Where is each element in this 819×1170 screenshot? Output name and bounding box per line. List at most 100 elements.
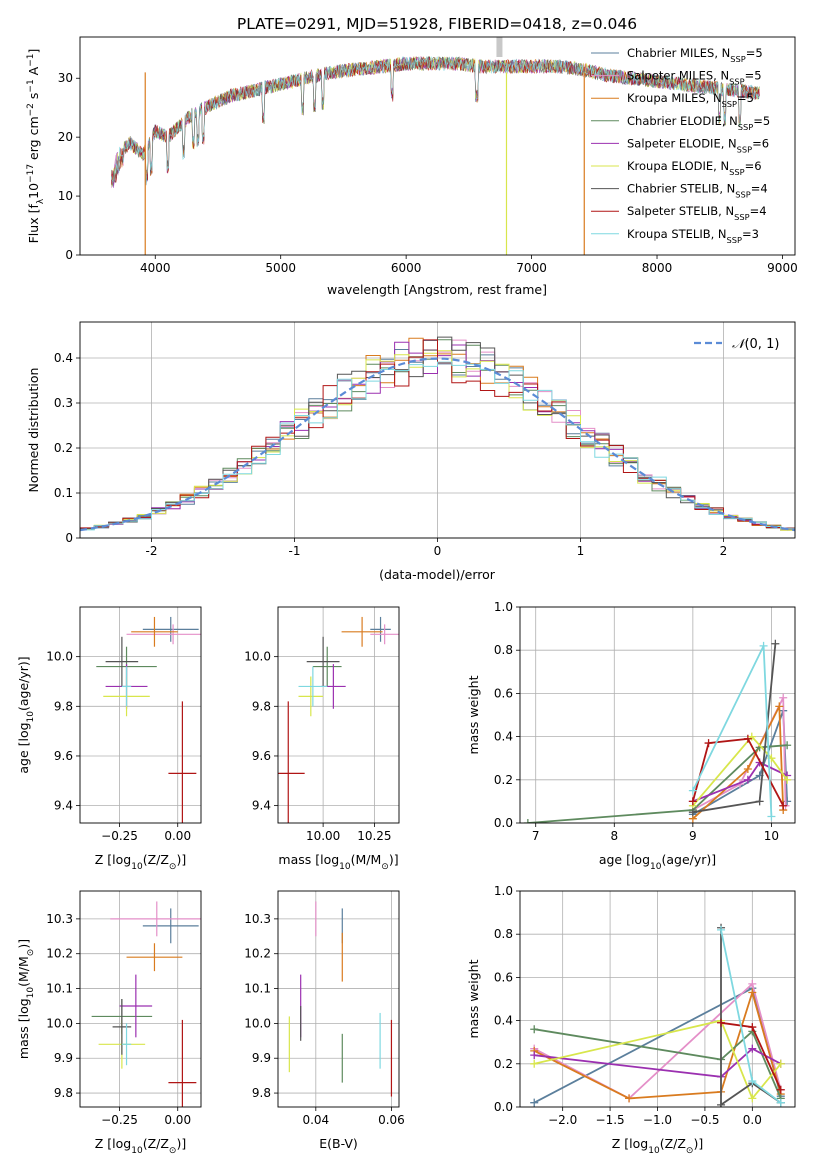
axes-frame <box>519 606 796 824</box>
x-axis-label: mass [log10(M/M⊙)] <box>278 852 398 872</box>
spectrum-line <box>111 56 760 184</box>
y-tick-label: 0.4 <box>494 1014 513 1028</box>
x-tick-label: −1.0 <box>643 1113 672 1127</box>
y-tick-label: 0.2 <box>54 441 73 455</box>
mass-weight-marker <box>717 1100 726 1107</box>
y-axis-label: mass [log10(M/M⊙)] <box>16 939 36 1059</box>
x-tick-label: 9000 <box>767 261 798 275</box>
x-axis-label: Z [log10(Z/Z⊙)] <box>95 852 186 872</box>
x-tick-label: 7 <box>532 829 540 843</box>
x-tick-label: 7000 <box>516 261 547 275</box>
x-axis-label: wavelength [Angstrom, rest frame] <box>327 282 547 297</box>
mass-weight-marker <box>530 1098 539 1107</box>
y-tick-label: 9.8 <box>252 1086 271 1100</box>
mass-weight-marker <box>767 812 776 821</box>
y-tick-label: 10 <box>58 189 73 203</box>
y-tick-label: 1.0 <box>494 600 513 614</box>
axes-frame <box>277 606 400 824</box>
age-vs-metallicity-panel: −0.25 0.00 9.4 9.6 9.8 10.0 Z [log10(Z/Z⊙)] age… <box>16 606 202 872</box>
y-tick-label: 0.3 <box>54 396 73 410</box>
mass-weight-marker <box>530 1059 539 1068</box>
y-tick-label: 1.0 <box>494 884 513 898</box>
mass-weight-marker <box>748 1044 757 1053</box>
y-axis-label: age [log10(age/yr)] <box>16 656 36 773</box>
mass-weight-line <box>527 744 788 823</box>
mass-weight-marker <box>743 775 752 784</box>
age-vs-mass-panel: 10.00 10.25 9.4 9.6 9.8 10.0 mass [log10(M/M⊙)… <box>244 606 400 872</box>
legend-label: Kroupa STELIB, NSSP=3 <box>627 227 759 245</box>
mass-weight-marker <box>743 765 752 773</box>
x-tick-label: 4000 <box>140 261 171 275</box>
y-tick-label: 10.1 <box>46 982 73 996</box>
y-tick-label: 30 <box>58 71 73 85</box>
mass-weight-marker <box>530 1025 539 1034</box>
y-tick-label: 0.2 <box>494 773 513 787</box>
mass-weight-marker <box>625 1094 634 1103</box>
sky-residual <box>496 37 503 57</box>
y-tick-label: 0.2 <box>494 1057 513 1071</box>
x-tick-label: −0.25 <box>101 1113 138 1127</box>
legend-label: Kroupa ELODIE, NSSP=6 <box>627 159 762 177</box>
x-tick-label: 10.25 <box>357 829 391 843</box>
y-tick-label: 0.4 <box>54 351 73 365</box>
normal-reference-curve <box>80 357 795 532</box>
axes-frame <box>277 890 400 1108</box>
mass-weight-marker <box>783 775 792 784</box>
y-tick-label: 0.8 <box>494 927 513 941</box>
mass-weight-marker <box>748 979 757 988</box>
x-tick-label: 10.00 <box>306 829 340 843</box>
x-tick-label: −2.0 <box>548 1113 577 1127</box>
x-tick-label: 0.0 <box>743 1113 762 1127</box>
x-axis-label: (data-model)/error <box>379 567 496 582</box>
y-tick-label: 0.0 <box>494 1100 513 1114</box>
y-tick-label: 0.0 <box>494 816 513 830</box>
y-tick-label: 10.0 <box>244 1016 271 1030</box>
mass-weight-marker <box>779 801 788 810</box>
x-tick-label: 0 <box>434 544 442 558</box>
x-axis-label: Z [log10(Z/Z⊙)] <box>612 1136 703 1156</box>
y-tick-label: 10.0 <box>244 650 271 664</box>
mass-weight-marker <box>783 741 792 750</box>
x-tick-label: 0.00 <box>164 1113 191 1127</box>
y-axis-label: mass weight <box>466 959 481 1038</box>
x-axis-label: age [log10(age/yr)] <box>599 852 716 872</box>
legend-label: Kroupa MILES, NSSP=5 <box>627 91 754 109</box>
mass-weight-marker <box>759 641 768 650</box>
x-tick-label: 0.06 <box>378 1113 405 1127</box>
mass-weight-marker <box>748 1094 757 1103</box>
y-tick-label: 0.6 <box>494 970 513 984</box>
mass-weight-line <box>533 982 782 1100</box>
y-tick-label: 10.3 <box>46 912 73 926</box>
y-tick-label: 9.6 <box>252 749 271 763</box>
x-tick-label: 0.00 <box>164 829 191 843</box>
x-tick-label: 5000 <box>265 261 296 275</box>
mass-weight-marker <box>743 734 752 743</box>
y-tick-label: 9.8 <box>252 699 271 713</box>
x-tick-label: −0.5 <box>690 1113 719 1127</box>
mass-vs-metallicity-panel: −0.25 0.00 9.8 9.9 10.0 10.1 10.2 10.3 Z [log10(… <box>16 890 202 1156</box>
mass-weight-line <box>692 737 784 807</box>
y-tick-label: 10.0 <box>46 650 73 664</box>
y-tick-label: 0 <box>65 248 73 262</box>
mass-weight-marker <box>776 1098 785 1107</box>
legend-label: Salpeter STELIB, NSSP=4 <box>627 204 767 222</box>
y-tick-label: 9.4 <box>54 799 73 813</box>
y-tick-label: 0.6 <box>494 686 513 700</box>
x-axis-label: Z [log10(Z/Z⊙)] <box>95 1136 186 1156</box>
x-tick-label: 9 <box>689 829 697 843</box>
legend-label: Chabrier STELIB, NSSP=4 <box>627 182 768 200</box>
y-tick-label: 9.6 <box>54 749 73 763</box>
mass-weight-line <box>692 761 788 803</box>
mass-weight-marker <box>523 819 532 823</box>
x-tick-label: 8 <box>610 829 618 843</box>
y-tick-label: 9.4 <box>252 799 271 813</box>
y-tick-label: 0 <box>65 531 73 545</box>
mass-weight-vs-metallicity-panel: −2.0 −1.5 −1.0 −0.5 0.0 0.0 0.2 0.4 0.6 0.8 1.0 Z [… <box>466 884 796 1156</box>
y-tick-label: 10.2 <box>46 947 73 961</box>
legend-label: 𝒩(0, 1) <box>732 337 779 352</box>
mass-weight-marker <box>748 988 757 997</box>
y-axis-label: mass weight <box>466 675 481 754</box>
mass-weight-line <box>692 705 785 820</box>
x-tick-label: 0.04 <box>302 1113 329 1127</box>
